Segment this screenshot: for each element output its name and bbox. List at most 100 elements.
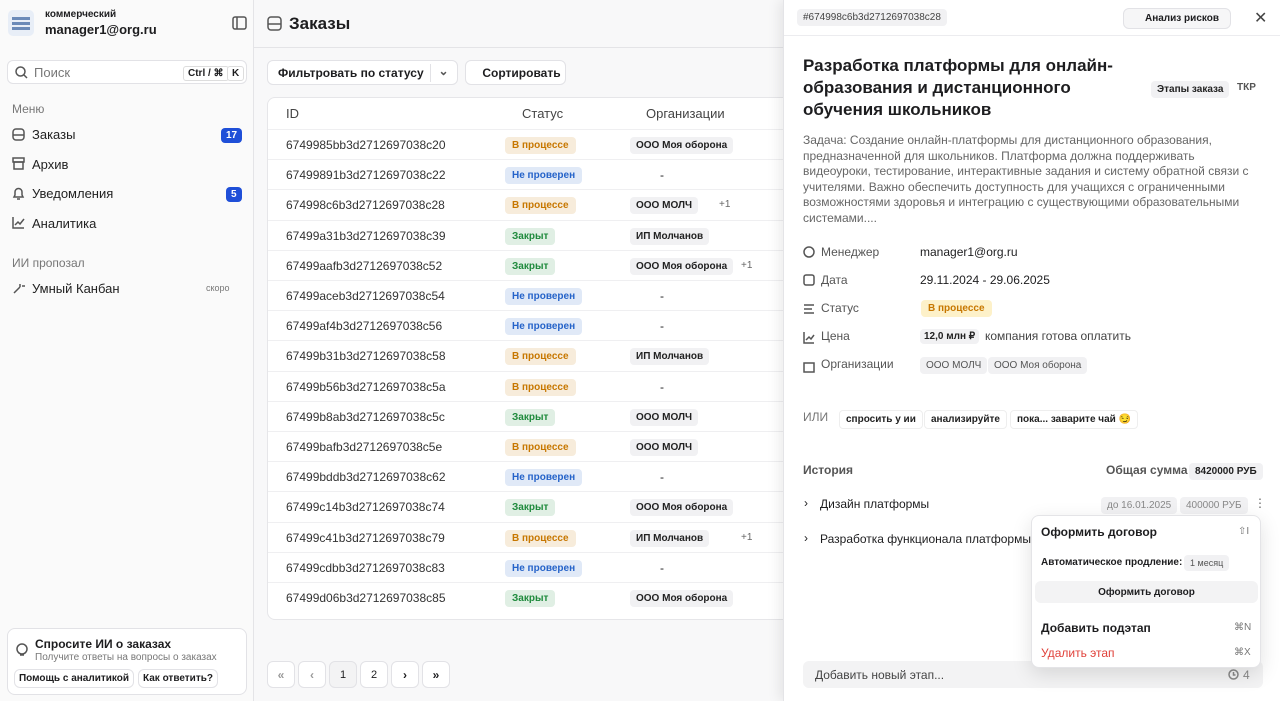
divider [784,35,1280,36]
org-chip: ООО МОЛЧ [920,357,988,374]
order-id[interactable]: #674998c6b3d2712697038c28 [797,9,947,26]
icon [12,187,25,200]
history-count: 4 [1243,668,1250,682]
menu-item[interactable]: Оформить договор [1041,525,1158,539]
nav-item[interactable]: Уведомления [32,186,114,201]
order-id: 67499af4b3d2712697038c56 [286,319,443,334]
organization: - [660,168,664,183]
table-row[interactable]: 67499af4b3d2712697038c56 Не проверен - [268,310,788,340]
status-badge: Не проверен [505,559,583,577]
table-row[interactable]: 67499b31b3d2712697038c58 В процессе ИП Мол… [268,340,788,370]
order-id: 674998c6b3d2712697038c28 [286,198,445,213]
table-row[interactable]: 67499b8ab3d2712697038c5c Закрыт ООО МОЛЧ [268,400,788,431]
or-label: ИЛИ [803,410,829,424]
table-row[interactable]: 67499aceb3d2712697038c54 Не проверен - [268,280,788,310]
table-row[interactable]: 67499aafb3d2712697038c52 Закрыт ООО Моя об… [268,249,788,280]
expander[interactable]: › [804,531,808,545]
status-badge: Не проверен [505,469,583,487]
tab[interactable]: ТКР [1237,82,1256,93]
table-row[interactable]: 67499bafb3d2712697038c5e В процессе ООО МО… [268,431,788,461]
dropdown[interactable]: ⌄ [430,64,456,82]
first-page[interactable]: « [267,661,295,688]
collapse[interactable] [232,16,247,30]
stage-name[interactable]: Разработка функционала платформы [820,532,1031,546]
organization: ООО МОЛЧ [630,197,699,215]
nav-item[interactable]: Архив [32,157,69,172]
ai-button[interactable]: Помощь с аналитикой [14,669,134,688]
nav-item[interactable]: Аналитика [32,216,97,231]
organization: - [660,379,664,394]
next-page[interactable]: › [391,661,419,688]
order-id: 67499b31b3d2712697038c58 [286,349,446,364]
stage-deadline: до 16.01.2025 [1101,497,1178,514]
menu-item-danger[interactable]: Удалить этап [1041,646,1115,660]
menu-item[interactable]: Добавить подэтап [1041,621,1151,635]
status-badge: Не проверен [505,318,583,336]
organization: ИП Молчанов [630,348,710,366]
extra-orgs: +1 [741,259,753,271]
order-id: 67499aceb3d2712697038c54 [286,289,445,303]
field-label: Цена [821,329,850,343]
icon [16,643,28,656]
stage-name[interactable]: Дизайн платформы [820,497,930,511]
renewal-label: Автоматическое продление: [1041,557,1183,568]
filter-label: Фильтровать по статусу [278,65,424,80]
status-badge: Закрыт [505,590,556,607]
column-header: ID [286,106,299,121]
field-value: manager1@org.ru [920,245,1018,259]
organization: - [660,470,664,485]
table-row[interactable]: 67499d06b3d2712697038c85 Закрыт ООО Моя об… [268,582,788,612]
page-button[interactable]: 2 [360,661,388,688]
field-label: Статус [821,301,859,315]
last-page[interactable]: » [422,661,450,688]
ai-chip[interactable]: анализируйте [924,410,1007,429]
status-badge: Закрыт [505,408,556,426]
renewal-value[interactable]: 1 месяц [1184,555,1230,571]
stage-menu[interactable]: ⋮ [1254,496,1266,510]
contract-button[interactable]: Оформить договор [1035,581,1258,603]
icon [12,157,25,170]
close-button[interactable]: ✕ [1254,10,1268,27]
expander[interactable]: › [804,496,808,510]
filter-button[interactable]: Фильтровать по статусу ⌄ [267,60,458,85]
menu-shortcut: ⌘X [1234,647,1251,658]
ai-chip[interactable]: пока... заварите чай 😏 [1010,410,1139,429]
user[interactable]: manager1@org.ru [45,22,157,37]
table-row[interactable]: 674998c6b3d2712697038c28 В процессе ООО МО… [268,189,788,219]
table-row[interactable]: 67499cdbb3d2712697038c83 Не проверен - [268,551,788,582]
table-row[interactable]: 67499891b3d2712697038c22 Не проверен - [268,159,788,189]
sidebar: коммерческий manager1@org.ru Поиск Ctrl … [0,0,254,701]
organization: ООО МОЛЧ [630,439,699,456]
extra-orgs: +1 [741,531,753,543]
page-button[interactable]: 1 [329,661,357,688]
price: 12,0 млн ₽ [920,329,980,344]
organization: ООО МОЛЧ [630,408,699,426]
nav-item[interactable]: Умный Канбан [32,281,120,296]
tab[interactable]: Этапы заказа [1151,81,1230,98]
workspace: коммерческий [45,9,117,20]
ai-chip[interactable]: спросить у ии [839,410,923,429]
ai-button[interactable]: Как ответить? [138,669,218,688]
table-row[interactable]: 67499c14b3d2712697038c74 Закрыт ООО Моя об… [268,491,788,521]
table-row[interactable]: 67499a31b3d2712697038c39 Закрыт ИП Молчано… [268,219,788,250]
prev-page[interactable]: ‹ [298,661,326,688]
column-header: Организации [646,106,725,121]
nav-item[interactable]: Заказы [32,127,76,142]
stage-amount: 400000 РУБ [1180,497,1248,514]
order-id: 67499c14b3d2712697038c74 [286,500,445,515]
risk-button[interactable]: Анализ рисков [1123,8,1231,29]
status-badge: В процессе [505,137,576,154]
search-icon [15,66,28,79]
table-row[interactable]: 67499b56b3d2712697038c5a В процессе - [268,370,788,401]
table-row[interactable]: 6749985bb3d2712697038c20 В процессе ООО Мо… [268,129,788,159]
order-id: 67499891b3d2712697038c22 [286,168,446,183]
status-badge: В процессе [921,300,992,317]
search[interactable]: Поиск Ctrl / ⌘ K [7,60,247,84]
ai-card-title: Спросите ИИ о заказах [35,637,172,651]
table-row[interactable]: 67499bddb3d2712697038c62 Не проверен - [268,461,788,491]
sort-button[interactable]: Сортировать [465,60,566,85]
table-row[interactable]: 67499c41b3d2712697038c79 В процессе ИП Мол… [268,521,788,552]
section-title: ИИ пропозал [12,256,85,270]
status-badge: Закрыт [505,257,556,275]
